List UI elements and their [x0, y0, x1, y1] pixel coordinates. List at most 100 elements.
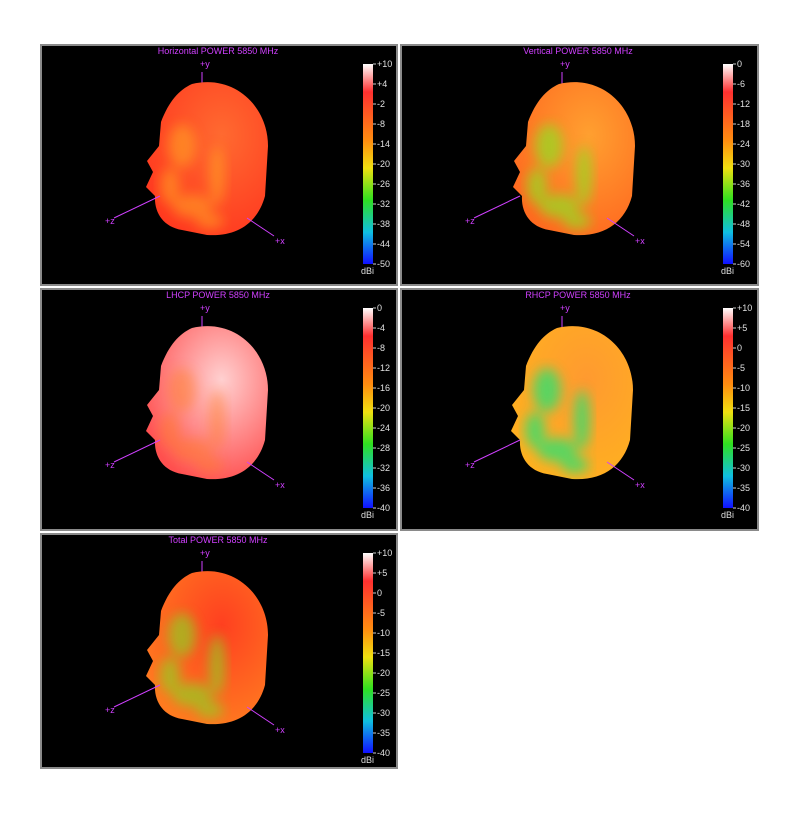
shade: [160, 412, 180, 448]
colorbar-tick-label: -20: [377, 668, 390, 678]
shade: [196, 702, 224, 718]
surface-shading: [525, 368, 590, 473]
axis-z: [473, 195, 521, 219]
colorbar-tick-label: -30: [377, 708, 390, 718]
axis-label-y: +y: [200, 59, 210, 69]
colorbar-unit: dBi: [361, 755, 374, 765]
colorbar-tick-label: +4: [377, 79, 387, 89]
colorbar-tick-label: -8: [377, 119, 385, 129]
panel-title: RHCP POWER 5850 MHz: [525, 290, 631, 300]
panel-title: LHCP POWER 5850 MHz: [166, 290, 270, 300]
plot: RHCP POWER 5850 MHz +y +z +x +10 +5 0 -5 -10 -15 -…: [465, 290, 752, 520]
colorbar-tick-label: -35: [737, 483, 750, 493]
axis-x: [246, 217, 275, 237]
shade: [196, 457, 224, 473]
colorbar-tick-label: -20: [377, 159, 390, 169]
colorbar-tick-label: +10: [737, 303, 752, 313]
colorbar-tick-label: -32: [377, 463, 390, 473]
colorbar-tick-label: -15: [737, 403, 750, 413]
colorbar-tick-label: -42: [737, 199, 750, 209]
shade: [561, 457, 589, 473]
panel: Horizontal POWER 5850 MHz +y +z +x +10 +4 -2 -8…: [40, 44, 398, 286]
shade: [539, 194, 579, 218]
axis-x: [246, 706, 275, 726]
colorbar-tick-label: +10: [377, 59, 392, 69]
axis-x: [606, 217, 635, 237]
surface-shading: [160, 613, 225, 718]
shade: [533, 368, 561, 412]
colorbar-unit: dBi: [721, 510, 734, 520]
colorbar-tick-label: -8: [377, 343, 385, 353]
colorbar-tick-label: +10: [377, 548, 392, 558]
pattern-surface: [511, 326, 633, 480]
colorbar-tick-label: -40: [377, 503, 390, 513]
colorbar-tick-label: -2: [377, 99, 385, 109]
pattern-surface: [146, 326, 268, 480]
colorbar-tick-label: -20: [377, 403, 390, 413]
axis-label-y: +y: [200, 303, 210, 313]
colorbar-tick-label: -14: [377, 139, 390, 149]
axis-label-x: +x: [635, 480, 645, 490]
shade: [209, 390, 225, 450]
shade: [172, 683, 212, 707]
axis-x: [246, 461, 275, 481]
colorbar-tick-label: -50: [377, 259, 390, 269]
colorbar-unit: dBi: [361, 266, 374, 276]
axis-label-x: +x: [275, 480, 285, 490]
shade: [537, 438, 577, 462]
colorbar-tick-label: -38: [377, 219, 390, 229]
axis-x: [606, 461, 635, 481]
panel: LHCP POWER 5850 MHz +y +z +x 0 -4 -8 -12 -16 -20 -…: [40, 288, 398, 531]
colorbar: [363, 64, 373, 264]
axis-label-x: +x: [275, 236, 285, 246]
colorbar-tick-label: -35: [377, 728, 390, 738]
colorbar: [363, 308, 373, 508]
colorbar-tick-label: -25: [377, 688, 390, 698]
shade: [160, 657, 180, 693]
shade: [172, 438, 212, 462]
shade: [196, 213, 224, 229]
colorbar-tick-label: +5: [737, 323, 747, 333]
plot: Total POWER 5850 MHz +y +z +x +10 +5 0 -5 -10 -15…: [105, 535, 392, 765]
colorbar-tick-label: -36: [377, 483, 390, 493]
plot: Vertical POWER 5850 MHz +y +z +x 0 -6 -12 -18 -2…: [465, 46, 750, 276]
shade: [172, 194, 212, 218]
colorbar-unit: dBi: [721, 266, 734, 276]
axis-label-z: +z: [105, 460, 115, 470]
colorbar-unit: dBi: [361, 510, 374, 520]
shade: [209, 635, 225, 695]
pattern-surface: [146, 571, 268, 725]
colorbar-tick-label: -5: [377, 608, 385, 618]
panel: Vertical POWER 5850 MHz +y +z +x 0 -6 -12 -18 -2…: [400, 44, 759, 286]
axis-label-y: +y: [560, 303, 570, 313]
axis-label-y: +y: [560, 59, 570, 69]
colorbar-tick-label: -40: [377, 748, 390, 758]
shade: [168, 368, 196, 412]
axis-label-x: +x: [275, 725, 285, 735]
surface-shading: [160, 124, 225, 229]
shade: [563, 213, 591, 229]
colorbar-tick-label: -6: [737, 79, 745, 89]
axis-z: [113, 684, 161, 708]
panel-title: Vertical POWER 5850 MHz: [523, 46, 633, 56]
colorbar-tick-label: -24: [377, 423, 390, 433]
axis-label-z: +z: [105, 216, 115, 226]
pattern-surface: [513, 82, 635, 236]
shade: [574, 390, 590, 450]
colorbar-tick-label: -36: [737, 179, 750, 189]
colorbar-tick-label: -44: [377, 239, 390, 249]
axis-label-x: +x: [635, 236, 645, 246]
shade: [168, 613, 196, 657]
colorbar: [723, 64, 733, 264]
colorbar-tick-label: -15: [377, 648, 390, 658]
shade: [525, 412, 545, 448]
colorbar-tick-label: -10: [377, 628, 390, 638]
colorbar-tick-label: -20: [737, 423, 750, 433]
surface-shading: [160, 368, 225, 473]
surface-shading: [527, 124, 592, 229]
axis-z: [473, 439, 521, 463]
colorbar-tick-label: -26: [377, 179, 390, 189]
colorbar: [723, 308, 733, 508]
colorbar-tick-label: -5: [737, 363, 745, 373]
colorbar-tick-label: -12: [377, 363, 390, 373]
